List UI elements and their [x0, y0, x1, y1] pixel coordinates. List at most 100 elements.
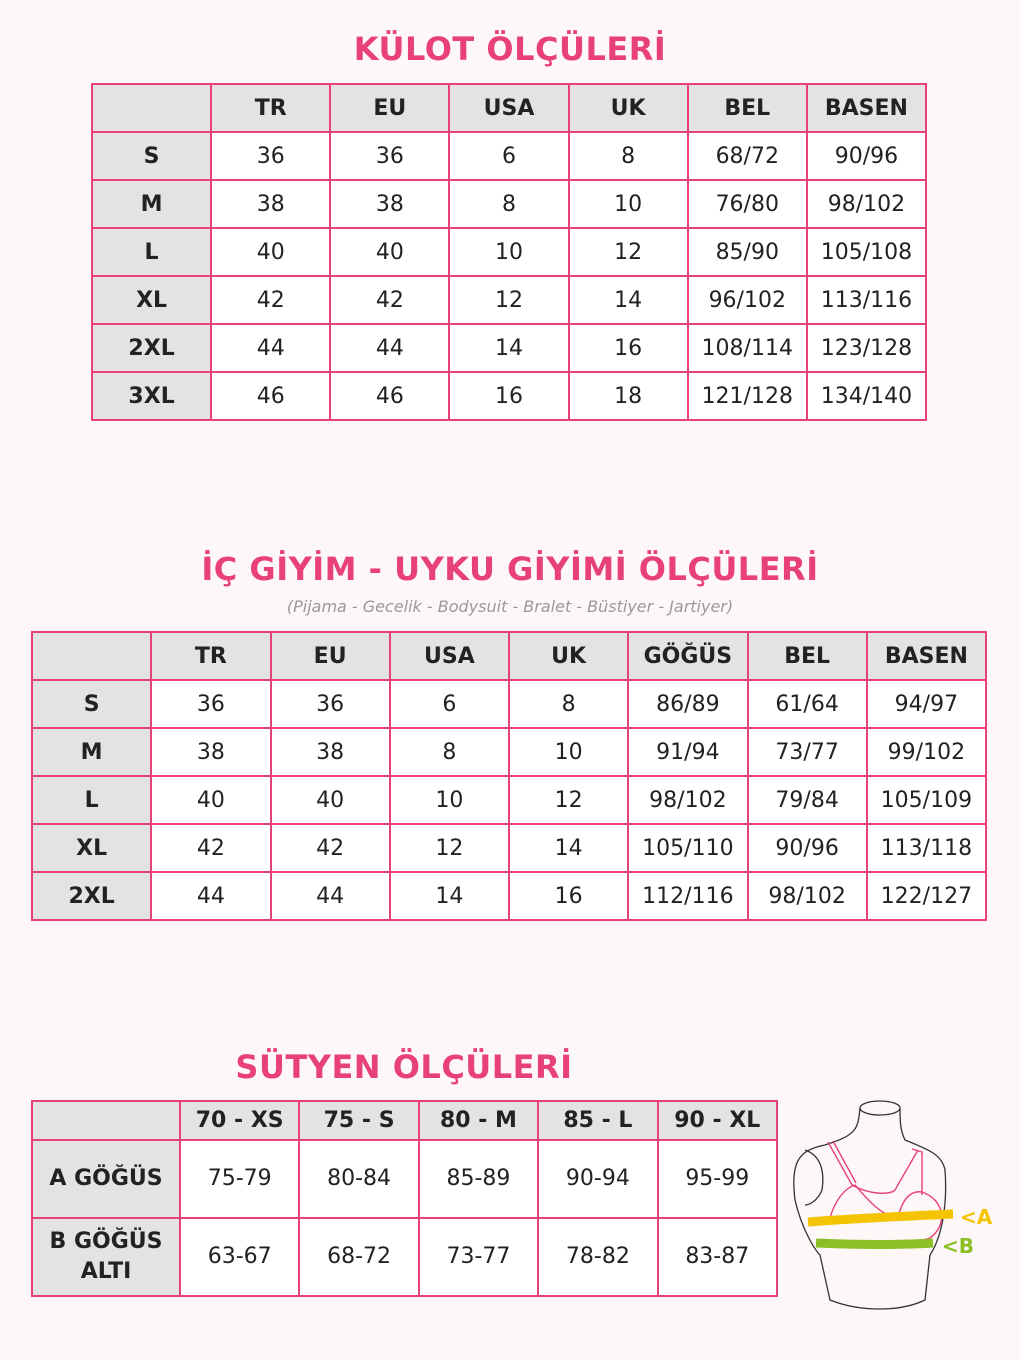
- sutyen-size-table: 70 - XS 75 - S 80 - M 85 - L 90 - XL A GÖĞÜS 7…: [31, 1100, 779, 1297]
- table-cell: 38: [210, 179, 332, 229]
- table-cell: 10: [567, 179, 689, 229]
- table-cell: 40: [210, 227, 332, 277]
- table-row: B GÖĞÜS ALTI 63-67 68-72 73-77 78-82 83-87: [31, 1217, 779, 1297]
- table-cell: 68/72: [686, 131, 808, 181]
- table-cell: 42: [269, 823, 391, 873]
- bra-outline-icon: [827, 1140, 943, 1244]
- ic-giyim-title: İÇ GİYİM - UYKU GİYİMİ ÖLÇÜLERİ: [201, 550, 819, 588]
- table-cell: 44: [269, 871, 391, 921]
- table-cell: 76/80: [686, 179, 808, 229]
- column-header: TR: [210, 83, 332, 133]
- column-header: 90 - XL: [656, 1100, 779, 1141]
- table-cell: 42: [329, 275, 451, 325]
- table-cell: 44: [150, 871, 272, 921]
- column-header: EU: [329, 83, 451, 133]
- table-cell: 10: [448, 227, 570, 277]
- table-row: XL 42 42 12 14 105/110 90/96 113/118: [30, 823, 988, 873]
- table-cell: 68-72: [298, 1217, 420, 1297]
- row-header: 3XL: [90, 371, 213, 421]
- table-row: M 38 38 8 10 91/94 73/77 99/102: [30, 727, 988, 777]
- kulot-title: KÜLOT ÖLÇÜLERİ: [353, 30, 667, 68]
- table-row: A GÖĞÜS 75-79 80-84 85-89 90-94 95-99: [31, 1139, 779, 1219]
- header-row: TR EU USA UK GÖĞÜS BEL BASEN: [30, 631, 988, 681]
- table-cell: 91/94: [627, 727, 749, 777]
- table-cell: 113/116: [805, 275, 928, 325]
- table-cell: 85-89: [417, 1139, 540, 1219]
- row-header: S: [90, 131, 213, 181]
- table-cell: 14: [448, 323, 570, 373]
- table-cell: 75-79: [178, 1139, 301, 1219]
- table-cell: 8: [448, 179, 570, 229]
- table-cell: 46: [210, 371, 332, 421]
- table-cell: 63-67: [178, 1217, 301, 1297]
- row-header: B GÖĞÜS ALTI: [31, 1217, 181, 1297]
- table-cell: 90/96: [805, 131, 928, 181]
- column-header: [30, 631, 153, 681]
- table-cell: 40: [150, 775, 272, 825]
- table-cell: 99/102: [865, 727, 988, 777]
- table-cell: 18: [567, 371, 689, 421]
- column-header: [31, 1100, 181, 1141]
- table-cell: 16: [507, 871, 630, 921]
- column-header: 80 - M: [417, 1100, 540, 1141]
- table-cell: 95-99: [656, 1139, 779, 1219]
- table-cell: 12: [507, 775, 630, 825]
- row-header: 2XL: [30, 871, 153, 921]
- table-cell: 112/116: [627, 871, 749, 921]
- mannequin-diagram: <A <B: [793, 1100, 993, 1310]
- table-cell: 10: [388, 775, 511, 825]
- column-header: GÖĞÜS: [627, 631, 749, 681]
- column-header: 70 - XS: [178, 1100, 301, 1141]
- table-cell: 16: [448, 371, 570, 421]
- column-header: USA: [448, 83, 570, 133]
- table-cell: 8: [388, 727, 511, 777]
- table-cell: 12: [567, 227, 689, 277]
- table-cell: 90-94: [537, 1139, 659, 1219]
- measurement-b-band: [815, 1238, 934, 1249]
- kulot-size-table: TR EU USA UK BEL BASEN S 36 36 6 8 68/72 90/96 M 38 38 8…: [90, 83, 928, 421]
- table-cell: 36: [150, 679, 272, 729]
- row-header: L: [30, 775, 153, 825]
- table-cell: 36: [329, 131, 451, 181]
- table-cell: 98/102: [805, 179, 928, 229]
- column-header: BASEN: [805, 83, 928, 133]
- table-cell: 8: [567, 131, 689, 181]
- measurement-a-band: [807, 1209, 954, 1227]
- mannequin-outline-icon: [793, 1100, 947, 1310]
- table-cell: 6: [388, 679, 511, 729]
- column-header: TR: [150, 631, 272, 681]
- table-cell: 10: [507, 727, 630, 777]
- row-header: XL: [90, 275, 213, 325]
- table-cell: 8: [507, 679, 630, 729]
- table-cell: 40: [329, 227, 451, 277]
- row-header: L: [90, 227, 213, 277]
- table-cell: 108/114: [686, 323, 808, 373]
- table-cell: 14: [388, 871, 511, 921]
- table-cell: 38: [269, 727, 391, 777]
- table-cell: 16: [567, 323, 689, 373]
- row-header: S: [30, 679, 153, 729]
- column-header: BEL: [686, 83, 808, 133]
- column-header: [90, 83, 213, 133]
- table-cell: 46: [329, 371, 451, 421]
- column-header: 85 - L: [537, 1100, 659, 1141]
- ic-giyim-size-table: TR EU USA UK GÖĞÜS BEL BASEN S 36 36 6 8 86/89 61/64 9…: [30, 631, 988, 921]
- table-cell: 44: [210, 323, 332, 373]
- table-cell: 38: [329, 179, 451, 229]
- table-row: L 40 40 10 12 85/90 105/108: [90, 227, 928, 277]
- table-row: L 40 40 10 12 98/102 79/84 105/109: [30, 775, 988, 825]
- table-cell: 36: [210, 131, 332, 181]
- column-header: UK: [507, 631, 630, 681]
- column-header: BEL: [746, 631, 868, 681]
- table-cell: 42: [210, 275, 332, 325]
- table-cell: 44: [329, 323, 451, 373]
- row-header: M: [30, 727, 153, 777]
- table-cell: 90/96: [746, 823, 868, 873]
- table-cell: 12: [388, 823, 511, 873]
- column-header: UK: [567, 83, 689, 133]
- table-cell: 12: [448, 275, 570, 325]
- column-header: EU: [269, 631, 391, 681]
- column-header: BASEN: [865, 631, 988, 681]
- label-b: <B: [942, 1234, 974, 1258]
